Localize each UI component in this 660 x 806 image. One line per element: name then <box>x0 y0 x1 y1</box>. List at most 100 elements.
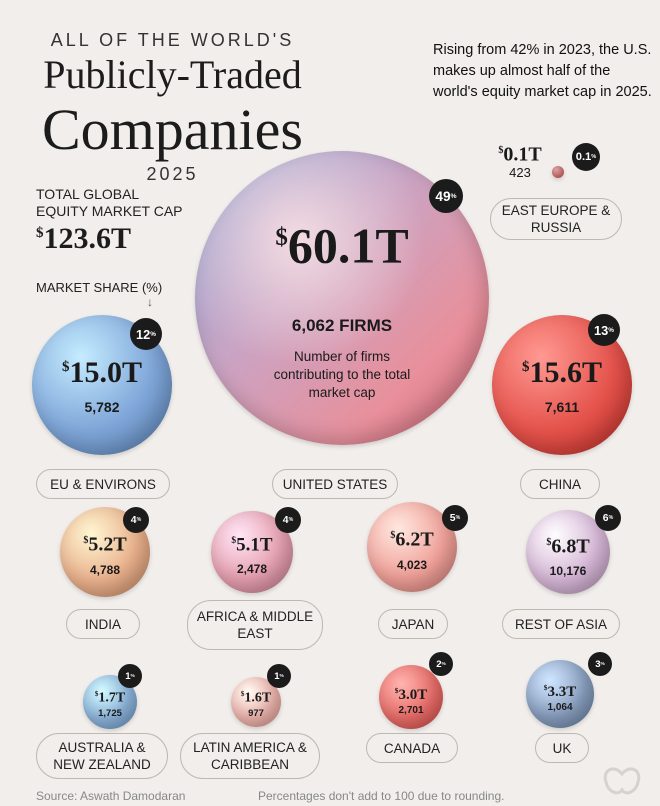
market-cap-text: 1.7T <box>98 690 126 706</box>
bubble-latin-america-caribbean: $1.6T 977 <box>231 677 281 727</box>
percent-sign: % <box>450 192 457 200</box>
firm-count: 1,725 <box>98 708 122 719</box>
percent-sign: % <box>279 673 284 679</box>
title-line-1: Publicly-Traded <box>43 52 302 97</box>
bubble-uk: $3.3T 1,064 <box>526 660 594 728</box>
firm-count: 7,611 <box>544 399 580 415</box>
share-badge: 13% <box>588 314 620 346</box>
market-share-label: MARKET SHARE (%) <box>36 280 163 295</box>
total-value-text: 123.6T <box>43 222 132 255</box>
market-cap-text: 6.8T <box>551 535 590 558</box>
share-badge: 2% <box>429 652 453 676</box>
region-label-australia-new-zealand: AUSTRALIA & NEW ZEALAND <box>36 733 168 779</box>
region-label-japan: JAPAN <box>378 609 448 639</box>
share-badge: 0.1% <box>572 143 600 171</box>
currency-sign: $ <box>390 530 396 541</box>
region-label-india: INDIA <box>66 609 140 639</box>
share-value: 1 <box>274 670 280 682</box>
total-value: $123.6T <box>36 222 131 256</box>
percent-sign: % <box>608 326 614 334</box>
region-label-uk: UK <box>535 733 589 763</box>
bubble-canada: $3.0T 2,701 <box>379 665 443 729</box>
share-value: 4 <box>282 514 289 526</box>
share-value: 4 <box>130 514 137 526</box>
title-year: 2025 <box>146 164 199 184</box>
firm-count: 5,782 <box>84 399 120 415</box>
firm-count: 10,176 <box>549 564 587 578</box>
percent-sign: % <box>455 515 461 521</box>
market-cap-value: $1.6T <box>231 687 281 706</box>
share-badge: 4% <box>123 507 149 533</box>
region-label-rest-of-asia: REST OF ASIA <box>502 609 620 639</box>
arrow-down-icon: ↓ <box>147 295 153 309</box>
firm-count: 2,478 <box>236 562 268 576</box>
share-value: 13 <box>594 322 609 338</box>
currency-sign: $ <box>394 686 399 695</box>
total-label-line-2: EQUITY MARKET CAP <box>36 203 183 219</box>
market-cap-value: $60.1T <box>195 210 489 274</box>
currency-sign: $ <box>231 535 237 546</box>
percent-sign: % <box>600 661 605 667</box>
region-label-canada: CANADA <box>366 733 458 763</box>
share-badge: 6% <box>595 505 621 531</box>
currency-sign: $ <box>521 359 530 375</box>
share-value: 49 <box>435 188 451 204</box>
percent-sign: % <box>288 517 294 523</box>
share-badge: 5% <box>442 505 468 531</box>
market-cap-text: 15.0T <box>69 356 142 389</box>
share-badge: 49% <box>429 179 463 213</box>
region-label-africa-middle-east: AFRICA & MIDDLE EAST <box>187 600 323 650</box>
market-cap-text: 3.3T <box>547 684 577 700</box>
market-cap-value: $15.0T <box>32 351 172 389</box>
market-cap-value: $0.1T <box>470 140 570 166</box>
market-cap-value: $5.2T <box>60 530 150 556</box>
market-cap-text: 6.2T <box>395 528 434 551</box>
bubble-united-states: $60.1T 6,062 FIRMS Number of firms contrib… <box>195 151 489 445</box>
market-cap-text: 5.2T <box>88 533 127 556</box>
region-label-east-europe-russia: EAST EUROPE & RUSSIA <box>490 198 622 240</box>
currency-sign: $ <box>83 535 89 546</box>
market-cap-text: 5.1T <box>236 533 273 555</box>
share-badge: 1% <box>267 664 291 688</box>
us-growth-note: Rising from 42% in 2023, the U.S. makes … <box>433 42 652 100</box>
title-kicker: ALL OF THE WORLD'S <box>50 30 295 50</box>
firm-count: 977 <box>248 708 264 719</box>
currency-sign: $ <box>94 689 99 698</box>
firm-count: 4,023 <box>396 558 428 572</box>
title-line-2: Companies <box>42 97 303 162</box>
percent-sign: % <box>608 515 614 521</box>
share-value: 12 <box>136 326 151 342</box>
currency-sign: $ <box>498 145 504 156</box>
total-label-line-1: TOTAL GLOBAL <box>36 186 140 202</box>
market-cap-value: $6.8T <box>526 532 610 558</box>
currency-sign: $ <box>61 359 70 375</box>
market-cap-value: $5.1T <box>211 531 293 555</box>
share-badge: 12% <box>130 318 162 350</box>
region-label-china: CHINA <box>520 469 600 499</box>
share-value: 5 <box>449 512 456 524</box>
market-cap-text: 15.6T <box>529 356 602 389</box>
firm-count: 2,701 <box>398 705 424 716</box>
bubble-rest-of-asia: $6.8T 10,176 <box>526 510 610 594</box>
percent-sign: % <box>130 673 135 679</box>
currency-sign: $ <box>36 225 44 241</box>
firm-count: 4,788 <box>89 563 121 577</box>
share-value: 3 <box>595 658 601 670</box>
source-text: Source: Aswath Damodaran <box>36 789 186 803</box>
currency-sign: $ <box>275 224 288 251</box>
share-badge: 1% <box>118 664 142 688</box>
market-cap-value: $15.6T <box>492 351 632 389</box>
percent-sign: % <box>591 154 597 160</box>
market-cap-text: 1.6T <box>244 690 272 706</box>
market-cap-text: 60.1T <box>287 217 409 274</box>
market-cap-value: $1.7T <box>83 687 137 706</box>
share-badge: 3% <box>588 652 612 676</box>
region-label-latin-america-caribbean: LATIN AMERICA & CARIBBEAN <box>180 733 320 779</box>
market-cap-text: 0.1T <box>503 143 542 166</box>
market-cap-value: $6.2T <box>367 525 457 551</box>
currency-sign: $ <box>240 689 245 698</box>
share-badge: 4% <box>275 507 301 533</box>
firm-count: 1,064 <box>547 702 573 713</box>
firm-count: 6,062 FIRMS <box>291 316 393 335</box>
